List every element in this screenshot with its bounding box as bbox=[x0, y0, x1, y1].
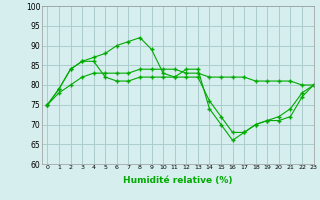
X-axis label: Humidité relative (%): Humidité relative (%) bbox=[123, 176, 232, 185]
